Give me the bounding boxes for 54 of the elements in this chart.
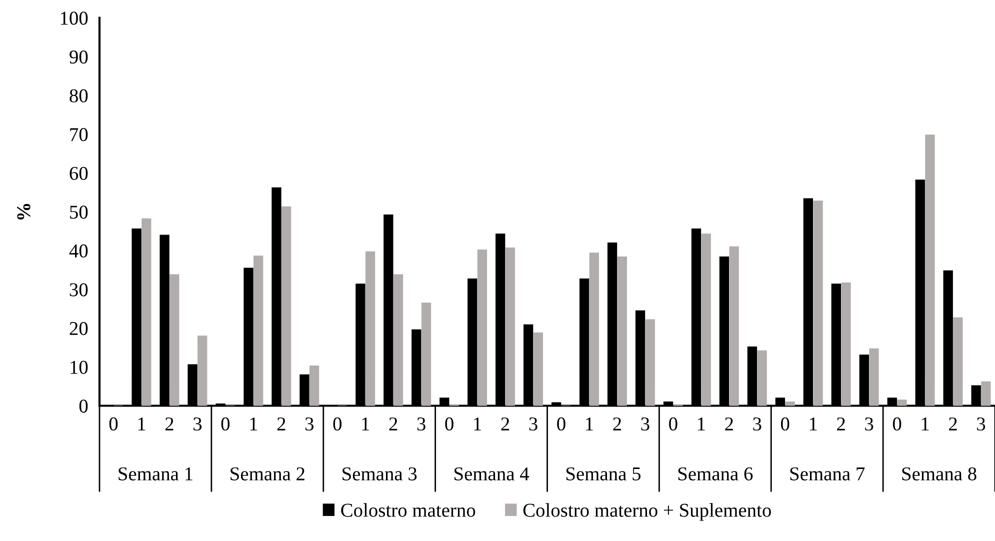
y-tick-label: 20 [70, 322, 88, 336]
x-tick-label: 0 [780, 417, 790, 431]
x-tick-label: 1 [922, 418, 929, 430]
x-tick-label: 2 [277, 417, 286, 430]
x-tick-label: 1 [138, 418, 146, 430]
text: Semana 2 [230, 467, 304, 480]
y-tick-label: 30 [70, 283, 88, 296]
text: Semana 3 [342, 467, 417, 480]
x-tick-label: 0 [221, 417, 230, 431]
x-tick-label: 2 [501, 417, 510, 430]
y-tick-label: 60 [70, 166, 88, 180]
x-tick-label: 0 [445, 417, 454, 431]
x-tick-label: 0 [669, 417, 678, 431]
y-tick-label: 80 [70, 89, 88, 102]
x-tick-label: 0 [333, 417, 342, 431]
y-tick-label: 90 [70, 50, 88, 64]
x-tick-label: 1 [474, 418, 481, 430]
x-tick-label: 1 [810, 418, 817, 430]
x-tick-label: 2 [389, 417, 398, 430]
x-tick-label: 3 [194, 417, 202, 431]
text: Semana 1 [118, 467, 192, 480]
x-tick-label: 2 [613, 417, 621, 430]
legend-label: Colostro materno + Suplemento [523, 503, 771, 521]
text: Semana 5 [566, 467, 641, 480]
x-tick-label: 0 [109, 417, 118, 431]
x-tick-label: 1 [586, 418, 593, 430]
x-tick-label: 3 [529, 417, 538, 431]
y-axis-title: % [17, 204, 30, 220]
x-tick-label: 2 [837, 417, 845, 430]
y-tick-label: 40 [69, 244, 88, 258]
legend-label: Colostro materno [341, 503, 476, 517]
x-tick-label: 1 [362, 418, 370, 430]
x-tick-label: 3 [977, 417, 986, 431]
x-tick-label: 2 [165, 417, 174, 430]
x-tick-label: 2 [949, 417, 957, 430]
y-tick-label: 70 [70, 128, 88, 142]
x-tick-label: 3 [865, 417, 874, 431]
y-tick-label: 0 [79, 400, 88, 413]
x-tick-label: 1 [698, 418, 705, 430]
x-tick-label: 1 [250, 418, 258, 430]
x-tick-label: 3 [417, 417, 426, 431]
x-tick-label: 3 [753, 417, 762, 431]
text: Semana 8 [902, 467, 976, 480]
y-tick-label: 100 [60, 12, 88, 25]
text: Semana 7 [790, 467, 865, 480]
y-tick-label: 50 [70, 206, 88, 219]
x-tick-label: 3 [305, 417, 314, 431]
x-tick-label: 3 [641, 417, 650, 431]
text: Semana 6 [678, 467, 753, 480]
text: Semana 4 [454, 467, 530, 480]
x-tick-label: 2 [725, 417, 733, 430]
y-tick-label: 10 [70, 360, 88, 374]
x-tick-label: 0 [892, 417, 902, 431]
x-tick-label: 0 [557, 417, 566, 431]
